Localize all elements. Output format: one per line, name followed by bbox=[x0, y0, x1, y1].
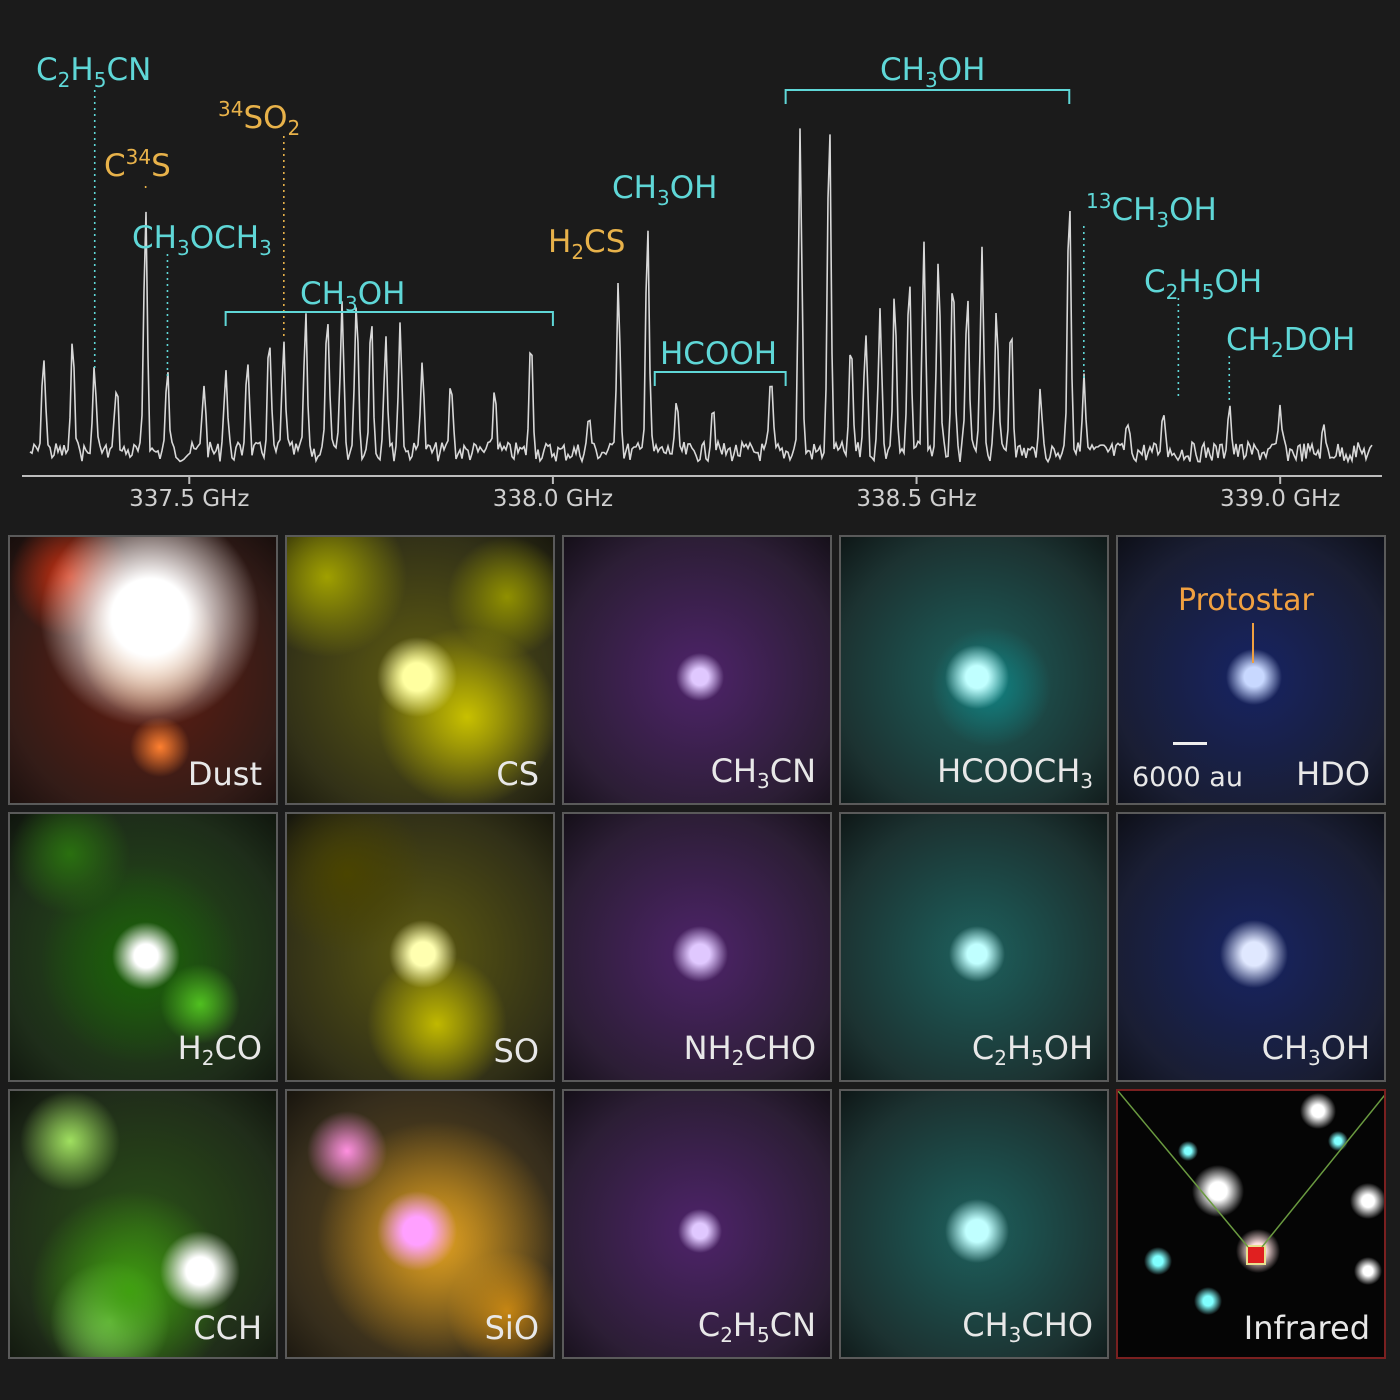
annotation-bracket bbox=[784, 89, 1071, 104]
panel-image bbox=[10, 537, 276, 803]
scale-bar bbox=[1173, 742, 1207, 745]
protostar-pointer bbox=[1252, 623, 1254, 663]
panel-label: SO bbox=[493, 1032, 540, 1070]
panel-h2co: H2CO bbox=[8, 812, 278, 1082]
panel-cch: CCH bbox=[8, 1089, 278, 1359]
panel-image bbox=[287, 537, 553, 803]
panel-image bbox=[287, 1091, 553, 1357]
panel-image bbox=[564, 814, 830, 1080]
panel-label: CCH bbox=[193, 1309, 262, 1347]
scale-label: 6000 au bbox=[1132, 762, 1243, 793]
x-tick-label: 339.0 GHz bbox=[1220, 486, 1340, 512]
panel-ch3cn: CH3CN bbox=[562, 535, 832, 805]
panel-image bbox=[564, 1091, 830, 1357]
panel-image bbox=[841, 814, 1107, 1080]
annotation-bracket bbox=[224, 311, 554, 326]
label-hcooh: HCOOH bbox=[660, 336, 777, 372]
panel-sio: SiO bbox=[285, 1089, 555, 1359]
label-ch2doh: CH2DOH bbox=[1226, 322, 1355, 362]
panel-label: C2H5CN bbox=[697, 1306, 816, 1347]
panel-label: CH3OH bbox=[1261, 1029, 1370, 1070]
panel-hdo: HDO Protostar 6000 au bbox=[1116, 535, 1386, 805]
spectrum-line bbox=[29, 128, 1373, 464]
protostar-marker bbox=[1246, 1245, 1266, 1265]
label-13ch3oh: 13CH3OH bbox=[1086, 189, 1217, 232]
panel-label: SiO bbox=[484, 1309, 539, 1347]
panel-label: Dust bbox=[187, 755, 262, 793]
annotation-bracket bbox=[653, 371, 787, 386]
panel-label: H2CO bbox=[177, 1029, 262, 1070]
label-34so2: 34SO2 bbox=[218, 97, 300, 140]
panel-label: Infrared bbox=[1243, 1309, 1370, 1347]
label-c2h5cn: C2H5CN bbox=[36, 52, 151, 92]
spectrum-chart: 337.5 GHz 338.0 GHz 338.5 GHz 339.0 GHz C2H… bbox=[22, 52, 1382, 512]
label-ch3och3: CH3OCH3 bbox=[132, 220, 272, 260]
panel-ch3oh: CH3OH bbox=[1116, 812, 1386, 1082]
label-h2cs: H2CS bbox=[548, 224, 625, 264]
panel-label: C2H5OH bbox=[971, 1029, 1093, 1070]
panel-label: HCOOCH3 bbox=[937, 752, 1093, 793]
x-tick-label: 338.0 GHz bbox=[493, 486, 613, 512]
panel-image bbox=[10, 1091, 276, 1357]
panel-image bbox=[10, 814, 276, 1080]
panel-infrared: Infrared bbox=[1116, 1089, 1386, 1359]
panel-image bbox=[564, 537, 830, 803]
label-ch3oh-mid: CH3OH bbox=[612, 170, 717, 210]
panel-c2h5cn: C2H5CN bbox=[562, 1089, 832, 1359]
panel-label: HDO bbox=[1296, 755, 1370, 793]
label-c34s: C34S bbox=[104, 145, 171, 184]
zoom-lines bbox=[1118, 1091, 1384, 1248]
panel-so: SO bbox=[285, 812, 555, 1082]
panel-hcooch3: HCOOCH3 bbox=[839, 535, 1109, 805]
spectrum-trace bbox=[29, 128, 1373, 464]
panel-image bbox=[1118, 1091, 1384, 1357]
molecule-map-grid: Dust CS CH3CN HCOOCH3 HDO Protostar 6000 au H2C… bbox=[8, 535, 1392, 1365]
panel-image bbox=[841, 537, 1107, 803]
panel-image bbox=[841, 1091, 1107, 1357]
panel-nh2cho: NH2CHO bbox=[562, 812, 832, 1082]
x-tick-label: 338.5 GHz bbox=[856, 486, 976, 512]
label-ch3oh-right: CH3OH bbox=[880, 52, 985, 92]
panel-label: CH3CN bbox=[710, 752, 816, 793]
panel-image bbox=[287, 814, 553, 1080]
label-ch3oh-left: CH3OH bbox=[300, 276, 405, 316]
panel-label: CS bbox=[496, 755, 539, 793]
protostar-label: Protostar bbox=[1178, 583, 1314, 618]
panel-dust: Dust bbox=[8, 535, 278, 805]
panel-cs: CS bbox=[285, 535, 555, 805]
panel-image bbox=[1118, 814, 1384, 1080]
panel-label: NH2CHO bbox=[683, 1029, 816, 1070]
panel-label: CH3CHO bbox=[962, 1306, 1093, 1347]
label-c2h5oh: C2H5OH bbox=[1144, 264, 1262, 304]
panel-image bbox=[1118, 537, 1384, 803]
panel-ch3cho: CH3CHO bbox=[839, 1089, 1109, 1359]
panel-c2h5oh: C2H5OH bbox=[839, 812, 1109, 1082]
x-tick-label: 337.5 GHz bbox=[129, 486, 249, 512]
